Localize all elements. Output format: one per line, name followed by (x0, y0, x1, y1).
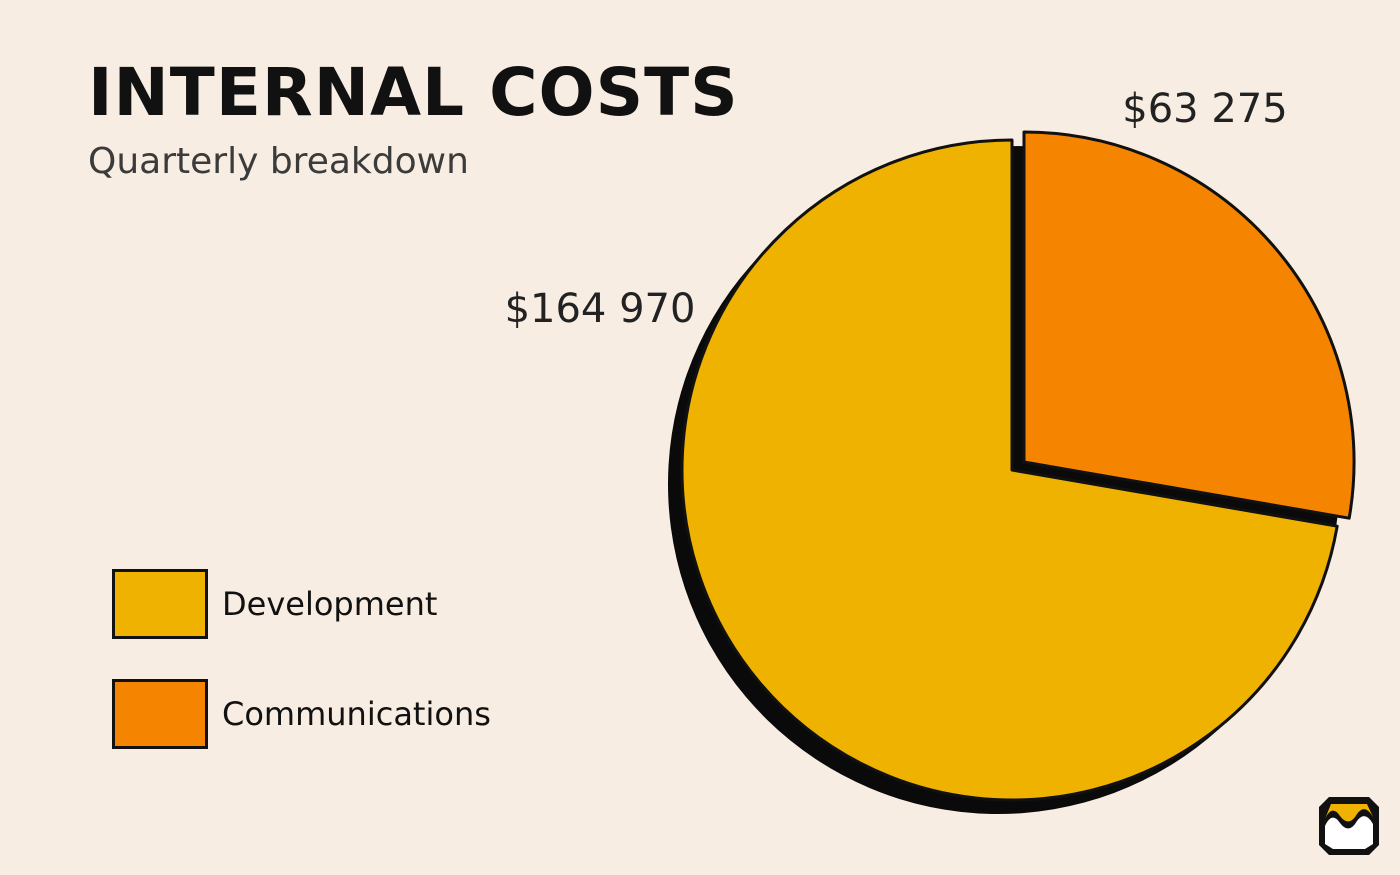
legend-item-communications: Communications (112, 676, 491, 751)
legend: Development Communications (112, 566, 491, 786)
pie-slice-development (680, 138, 1339, 802)
chart-title: INTERNAL COSTS (88, 54, 739, 131)
chart-subtitle: Quarterly breakdown (88, 141, 469, 182)
brand-logo-icon (1319, 797, 1379, 855)
legend-swatch-communications (112, 678, 208, 749)
legend-item-development: Development (112, 566, 491, 641)
slice-value-label-communications: $63 275 (1122, 86, 1287, 132)
legend-swatch-development (112, 568, 208, 639)
slice-value-label-development: $164 970 (505, 286, 696, 332)
legend-label-development: Development (222, 584, 438, 623)
pie-slice-communications (1022, 130, 1356, 520)
legend-label-communications: Communications (222, 694, 491, 733)
